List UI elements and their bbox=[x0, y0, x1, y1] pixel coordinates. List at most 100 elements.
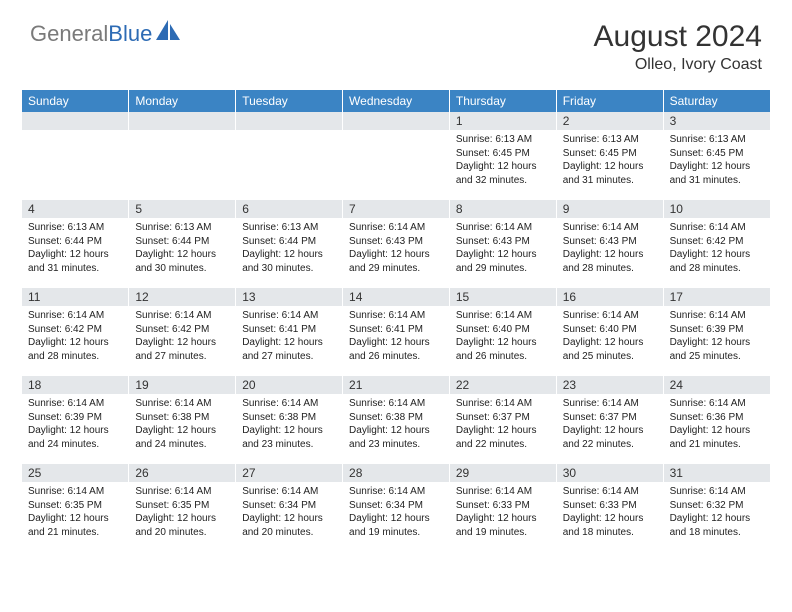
day-body: Sunrise: 6:13 AMSunset: 6:45 PMDaylight:… bbox=[450, 130, 556, 191]
weekday-header: Friday bbox=[556, 90, 663, 112]
day-body: Sunrise: 6:14 AMSunset: 6:42 PMDaylight:… bbox=[664, 218, 770, 279]
day-body: Sunrise: 6:14 AMSunset: 6:33 PMDaylight:… bbox=[557, 482, 663, 543]
day-body: Sunrise: 6:14 AMSunset: 6:34 PMDaylight:… bbox=[236, 482, 342, 543]
calendar-day-cell: 31Sunrise: 6:14 AMSunset: 6:32 PMDayligh… bbox=[663, 464, 770, 552]
day-number: 27 bbox=[236, 464, 342, 482]
day-number: 6 bbox=[236, 200, 342, 218]
calendar-week-row: 4Sunrise: 6:13 AMSunset: 6:44 PMDaylight… bbox=[22, 200, 770, 288]
day-number: 11 bbox=[22, 288, 128, 306]
day-body-empty bbox=[129, 130, 235, 151]
day-body: Sunrise: 6:13 AMSunset: 6:44 PMDaylight:… bbox=[129, 218, 235, 279]
day-number-empty bbox=[343, 112, 449, 130]
day-number: 17 bbox=[664, 288, 770, 306]
calendar-day-cell bbox=[129, 112, 236, 200]
calendar-day-cell: 26Sunrise: 6:14 AMSunset: 6:35 PMDayligh… bbox=[129, 464, 236, 552]
calendar-day-cell: 16Sunrise: 6:14 AMSunset: 6:40 PMDayligh… bbox=[556, 288, 663, 376]
day-body: Sunrise: 6:14 AMSunset: 6:41 PMDaylight:… bbox=[236, 306, 342, 367]
calendar-day-cell: 30Sunrise: 6:14 AMSunset: 6:33 PMDayligh… bbox=[556, 464, 663, 552]
calendar-day-cell: 18Sunrise: 6:14 AMSunset: 6:39 PMDayligh… bbox=[22, 376, 129, 464]
day-number: 23 bbox=[557, 376, 663, 394]
day-body: Sunrise: 6:14 AMSunset: 6:37 PMDaylight:… bbox=[557, 394, 663, 455]
calendar-day-cell: 15Sunrise: 6:14 AMSunset: 6:40 PMDayligh… bbox=[449, 288, 556, 376]
calendar-day-cell: 6Sunrise: 6:13 AMSunset: 6:44 PMDaylight… bbox=[236, 200, 343, 288]
day-body: Sunrise: 6:14 AMSunset: 6:35 PMDaylight:… bbox=[129, 482, 235, 543]
sail-icon bbox=[156, 20, 182, 47]
calendar-day-cell: 24Sunrise: 6:14 AMSunset: 6:36 PMDayligh… bbox=[663, 376, 770, 464]
logo: GeneralBlue bbox=[30, 20, 182, 47]
day-body: Sunrise: 6:14 AMSunset: 6:39 PMDaylight:… bbox=[664, 306, 770, 367]
day-body: Sunrise: 6:14 AMSunset: 6:36 PMDaylight:… bbox=[664, 394, 770, 455]
calendar-day-cell: 20Sunrise: 6:14 AMSunset: 6:38 PMDayligh… bbox=[236, 376, 343, 464]
day-body-empty bbox=[343, 130, 449, 151]
day-number: 1 bbox=[450, 112, 556, 130]
day-number: 10 bbox=[664, 200, 770, 218]
title-block: August 2024 Olleo, Ivory Coast bbox=[594, 20, 762, 74]
day-body: Sunrise: 6:14 AMSunset: 6:39 PMDaylight:… bbox=[22, 394, 128, 455]
calendar-day-cell: 13Sunrise: 6:14 AMSunset: 6:41 PMDayligh… bbox=[236, 288, 343, 376]
calendar-day-cell: 17Sunrise: 6:14 AMSunset: 6:39 PMDayligh… bbox=[663, 288, 770, 376]
day-number: 15 bbox=[450, 288, 556, 306]
weekday-header: Saturday bbox=[663, 90, 770, 112]
weekday-header: Tuesday bbox=[236, 90, 343, 112]
day-number: 13 bbox=[236, 288, 342, 306]
calendar-day-cell: 10Sunrise: 6:14 AMSunset: 6:42 PMDayligh… bbox=[663, 200, 770, 288]
calendar-day-cell bbox=[343, 112, 450, 200]
day-number: 20 bbox=[236, 376, 342, 394]
month-title: August 2024 bbox=[594, 20, 762, 54]
calendar-week-row: 18Sunrise: 6:14 AMSunset: 6:39 PMDayligh… bbox=[22, 376, 770, 464]
day-body: Sunrise: 6:14 AMSunset: 6:33 PMDaylight:… bbox=[450, 482, 556, 543]
day-body: Sunrise: 6:14 AMSunset: 6:38 PMDaylight:… bbox=[343, 394, 449, 455]
day-body: Sunrise: 6:14 AMSunset: 6:34 PMDaylight:… bbox=[343, 482, 449, 543]
calendar-day-cell: 5Sunrise: 6:13 AMSunset: 6:44 PMDaylight… bbox=[129, 200, 236, 288]
day-number: 28 bbox=[343, 464, 449, 482]
calendar-header-row: SundayMondayTuesdayWednesdayThursdayFrid… bbox=[22, 90, 770, 112]
day-body: Sunrise: 6:13 AMSunset: 6:45 PMDaylight:… bbox=[664, 130, 770, 191]
day-body: Sunrise: 6:14 AMSunset: 6:43 PMDaylight:… bbox=[343, 218, 449, 279]
calendar-day-cell: 2Sunrise: 6:13 AMSunset: 6:45 PMDaylight… bbox=[556, 112, 663, 200]
calendar-day-cell: 1Sunrise: 6:13 AMSunset: 6:45 PMDaylight… bbox=[449, 112, 556, 200]
day-number: 7 bbox=[343, 200, 449, 218]
day-body: Sunrise: 6:14 AMSunset: 6:38 PMDaylight:… bbox=[129, 394, 235, 455]
calendar-day-cell: 23Sunrise: 6:14 AMSunset: 6:37 PMDayligh… bbox=[556, 376, 663, 464]
day-number: 2 bbox=[557, 112, 663, 130]
day-number: 8 bbox=[450, 200, 556, 218]
day-body: Sunrise: 6:14 AMSunset: 6:38 PMDaylight:… bbox=[236, 394, 342, 455]
day-body: Sunrise: 6:14 AMSunset: 6:41 PMDaylight:… bbox=[343, 306, 449, 367]
day-body: Sunrise: 6:14 AMSunset: 6:42 PMDaylight:… bbox=[22, 306, 128, 367]
day-number: 29 bbox=[450, 464, 556, 482]
day-number: 30 bbox=[557, 464, 663, 482]
day-number-empty bbox=[236, 112, 342, 130]
weekday-header: Monday bbox=[129, 90, 236, 112]
logo-text: GeneralBlue bbox=[30, 21, 152, 47]
day-body: Sunrise: 6:14 AMSunset: 6:37 PMDaylight:… bbox=[450, 394, 556, 455]
calendar-day-cell: 7Sunrise: 6:14 AMSunset: 6:43 PMDaylight… bbox=[343, 200, 450, 288]
logo-text-gray: General bbox=[30, 21, 108, 46]
day-body: Sunrise: 6:14 AMSunset: 6:42 PMDaylight:… bbox=[129, 306, 235, 367]
header: GeneralBlue August 2024 Olleo, Ivory Coa… bbox=[0, 0, 792, 82]
calendar-day-cell: 12Sunrise: 6:14 AMSunset: 6:42 PMDayligh… bbox=[129, 288, 236, 376]
day-number-empty bbox=[129, 112, 235, 130]
day-number: 21 bbox=[343, 376, 449, 394]
day-number: 4 bbox=[22, 200, 128, 218]
calendar-day-cell bbox=[22, 112, 129, 200]
calendar-day-cell: 9Sunrise: 6:14 AMSunset: 6:43 PMDaylight… bbox=[556, 200, 663, 288]
day-body: Sunrise: 6:13 AMSunset: 6:44 PMDaylight:… bbox=[236, 218, 342, 279]
day-body: Sunrise: 6:13 AMSunset: 6:45 PMDaylight:… bbox=[557, 130, 663, 191]
calendar-week-row: 1Sunrise: 6:13 AMSunset: 6:45 PMDaylight… bbox=[22, 112, 770, 200]
day-number: 19 bbox=[129, 376, 235, 394]
calendar-day-cell: 25Sunrise: 6:14 AMSunset: 6:35 PMDayligh… bbox=[22, 464, 129, 552]
weekday-header: Thursday bbox=[449, 90, 556, 112]
calendar-day-cell: 14Sunrise: 6:14 AMSunset: 6:41 PMDayligh… bbox=[343, 288, 450, 376]
day-number: 25 bbox=[22, 464, 128, 482]
calendar-week-row: 11Sunrise: 6:14 AMSunset: 6:42 PMDayligh… bbox=[22, 288, 770, 376]
day-body: Sunrise: 6:14 AMSunset: 6:43 PMDaylight:… bbox=[450, 218, 556, 279]
day-number: 22 bbox=[450, 376, 556, 394]
logo-text-blue: Blue bbox=[108, 21, 152, 46]
calendar-day-cell: 27Sunrise: 6:14 AMSunset: 6:34 PMDayligh… bbox=[236, 464, 343, 552]
day-body-empty bbox=[22, 130, 128, 151]
day-number: 24 bbox=[664, 376, 770, 394]
weekday-header: Sunday bbox=[22, 90, 129, 112]
day-body: Sunrise: 6:14 AMSunset: 6:40 PMDaylight:… bbox=[557, 306, 663, 367]
weekday-header: Wednesday bbox=[343, 90, 450, 112]
day-number: 12 bbox=[129, 288, 235, 306]
